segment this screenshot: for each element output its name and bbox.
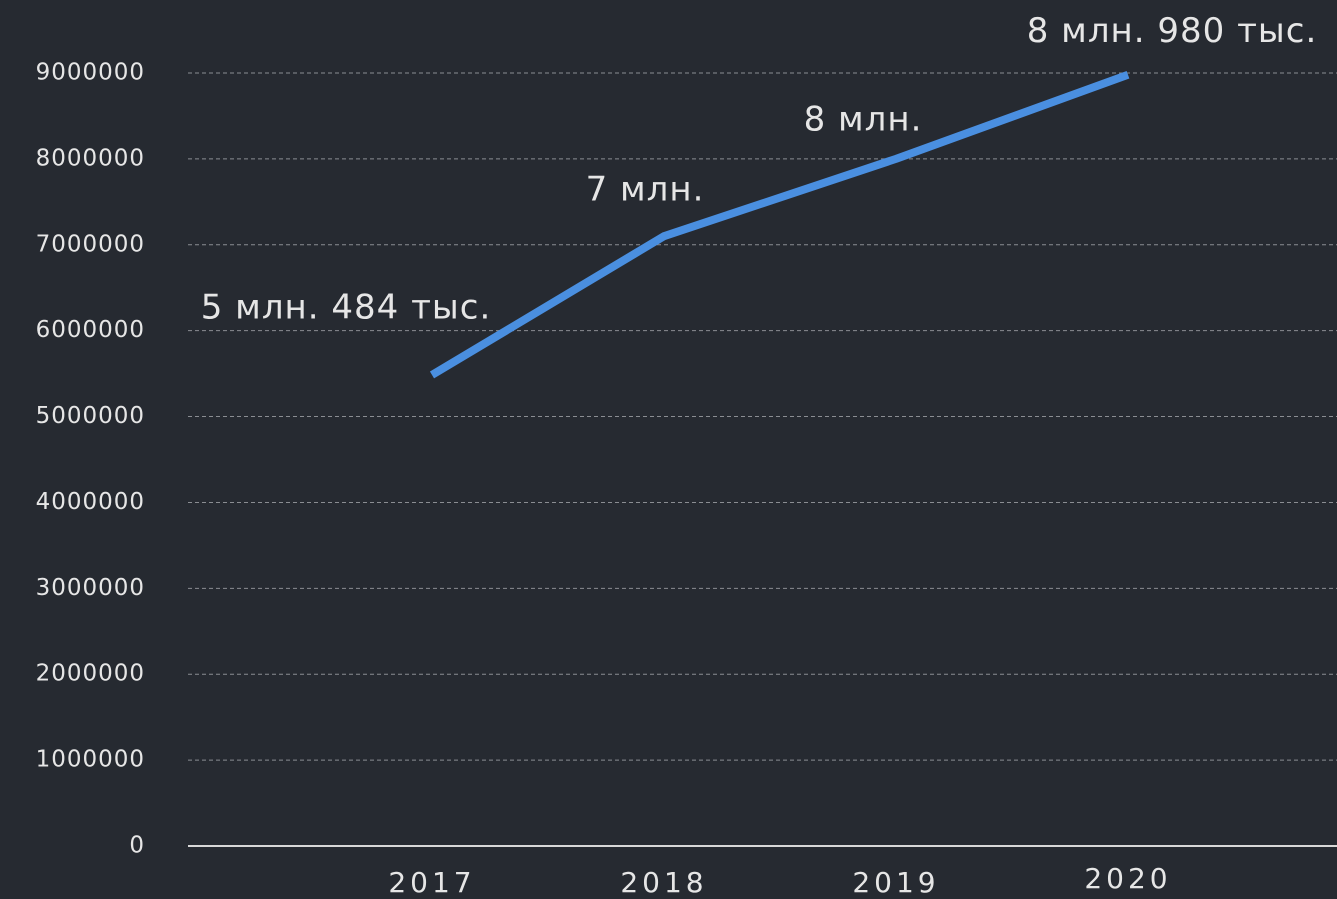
y-tick-label: 5000000: [36, 403, 145, 429]
y-tick-label: 9000000: [36, 60, 145, 86]
y-tick-label: 2000000: [36, 661, 145, 687]
y-tick-label: 7000000: [36, 231, 145, 257]
y-tick-label: 6000000: [36, 317, 145, 343]
x-tick-label: 2019: [852, 866, 939, 899]
data-label: 7 млн.: [586, 170, 705, 210]
x-tick-label: 2020: [1084, 862, 1171, 895]
data-line: [429, 70, 1130, 379]
y-tick-label: 4000000: [36, 489, 145, 515]
y-tick-label: 3000000: [36, 575, 145, 601]
data-label: 8 млн. 980 тыс.: [1027, 11, 1318, 51]
data-label: 5 млн. 484 тыс.: [201, 287, 492, 327]
x-tick-label: 2018: [620, 866, 707, 899]
y-tick-label: 8000000: [36, 145, 145, 171]
data-label: 8 млн.: [804, 99, 923, 139]
y-tick-label: 1000000: [36, 747, 145, 773]
y-tick-label: 0: [129, 833, 145, 859]
x-tick-label: 2017: [388, 866, 475, 899]
